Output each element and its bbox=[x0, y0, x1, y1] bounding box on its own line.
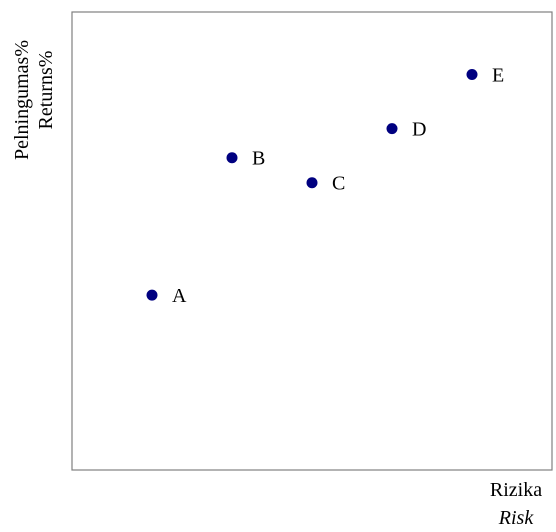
point-group-b: B bbox=[226, 148, 265, 170]
data-label-d: D bbox=[412, 119, 426, 141]
point-group-d: D bbox=[386, 119, 426, 141]
data-point-b bbox=[226, 152, 238, 164]
point-group-a: A bbox=[146, 285, 187, 307]
point-group-e: E bbox=[466, 64, 504, 86]
data-label-c: C bbox=[332, 173, 345, 195]
x-axis-label-primary: Rizika bbox=[490, 479, 542, 501]
point-group-c: C bbox=[306, 173, 345, 195]
points-layer: A B C D E bbox=[146, 64, 504, 307]
x-axis-label-secondary: Risk bbox=[498, 507, 535, 529]
data-label-b: B bbox=[252, 148, 265, 170]
data-label-a: A bbox=[172, 285, 187, 307]
y-axis-label-primary: Pelningumas% bbox=[11, 40, 33, 160]
data-point-a bbox=[146, 289, 158, 301]
data-point-e bbox=[466, 68, 478, 80]
data-point-d bbox=[386, 123, 398, 135]
data-label-e: E bbox=[492, 64, 504, 86]
y-axis-label-secondary: Returns% bbox=[35, 51, 57, 130]
plot-frame bbox=[71, 11, 553, 471]
data-point-c bbox=[306, 177, 318, 189]
